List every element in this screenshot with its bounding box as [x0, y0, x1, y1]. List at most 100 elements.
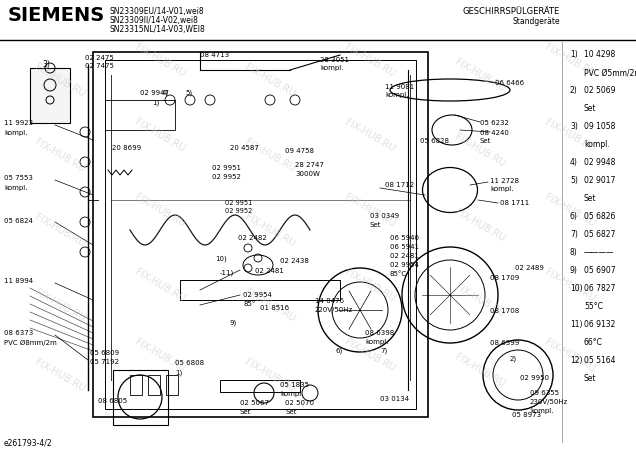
Text: 28 2747: 28 2747 [295, 162, 324, 168]
Bar [105, 100, 175, 130]
Text: 05 6827: 05 6827 [584, 230, 616, 239]
Text: PVC Ø8mm/2m: PVC Ø8mm/2m [4, 340, 57, 346]
Text: 11 9923: 11 9923 [4, 120, 33, 126]
Bar [30, 68, 70, 123]
Text: kompl.: kompl. [584, 140, 610, 149]
Text: 12): 12) [570, 356, 583, 365]
Text: 7): 7) [380, 348, 387, 355]
Text: 5): 5) [570, 176, 578, 185]
Text: 14 0476: 14 0476 [315, 298, 344, 304]
Text: 02 9954: 02 9954 [390, 262, 419, 268]
Text: 11 8994: 11 8994 [4, 278, 33, 284]
Text: 09 4758: 09 4758 [285, 148, 314, 154]
Text: FIX-HUB.RU: FIX-HUB.RU [453, 57, 507, 94]
Text: FIX-HUB.RU: FIX-HUB.RU [343, 117, 397, 153]
Text: 02 9017: 02 9017 [584, 176, 616, 185]
Text: 05 5164: 05 5164 [584, 356, 616, 365]
Text: 08 6398: 08 6398 [365, 330, 394, 336]
Bar [93, 52, 428, 417]
Text: FIX-HUB.RU: FIX-HUB.RU [343, 192, 397, 229]
Text: 6): 6) [570, 212, 578, 221]
Text: 08 6805: 08 6805 [98, 398, 127, 404]
Text: FIX-HUB.RU: FIX-HUB.RU [543, 192, 597, 229]
Text: FIX-HUB.RU: FIX-HUB.RU [453, 351, 507, 388]
Text: SN23315NL/14-V03,WEI8: SN23315NL/14-V03,WEI8 [110, 25, 206, 34]
Text: 06 7827: 06 7827 [584, 284, 616, 293]
Text: FIX-HUB.RU: FIX-HUB.RU [453, 282, 507, 319]
Text: 2): 2) [510, 356, 517, 363]
Text: FIX-HUB.RU: FIX-HUB.RU [343, 41, 397, 78]
Text: 06 5941: 06 5941 [390, 244, 419, 250]
Text: kompl.: kompl. [385, 92, 408, 98]
Text: FIX-HUB.RU: FIX-HUB.RU [243, 137, 297, 173]
Text: e261793-4/2: e261793-4/2 [4, 438, 53, 447]
Text: FIX-HUB.RU: FIX-HUB.RU [453, 131, 507, 168]
Text: FIX-HUB.RU: FIX-HUB.RU [243, 287, 297, 324]
Text: FIX-HUB.RU: FIX-HUB.RU [243, 62, 297, 99]
Text: 08 6373: 08 6373 [4, 330, 33, 336]
Text: 02 5070: 02 5070 [285, 400, 314, 406]
Text: kompl.: kompl. [490, 186, 513, 192]
Text: 05 6828: 05 6828 [420, 138, 449, 144]
Text: Set: Set [480, 138, 492, 144]
Text: FIX-HUB.RU: FIX-HUB.RU [543, 337, 597, 374]
Text: 05 6907: 05 6907 [584, 266, 616, 275]
Text: 08 1708: 08 1708 [490, 308, 519, 314]
Text: FIX-HUB.RU: FIX-HUB.RU [543, 41, 597, 78]
Text: FIX-HUB.RU: FIX-HUB.RU [543, 117, 597, 153]
Text: Standgeräte: Standgeräte [513, 17, 560, 26]
Bar [130, 375, 142, 395]
Text: 05 6232: 05 6232 [480, 120, 509, 126]
Text: 02 9951: 02 9951 [212, 165, 241, 171]
Text: FIX-HUB.RU: FIX-HUB.RU [243, 356, 297, 393]
Text: 02 2481: 02 2481 [255, 268, 284, 274]
Text: 66°C: 66°C [584, 338, 603, 347]
Text: FIX-HUB.RU: FIX-HUB.RU [33, 287, 87, 324]
Bar [113, 370, 168, 425]
Text: 05 6826: 05 6826 [584, 212, 616, 221]
Text: 06 9132: 06 9132 [584, 320, 616, 329]
Text: 230V/50Hz: 230V/50Hz [530, 399, 568, 405]
Text: FIX-HUB.RU: FIX-HUB.RU [133, 337, 187, 374]
Text: 02 9954: 02 9954 [243, 292, 272, 298]
Text: 3): 3) [570, 122, 578, 131]
Text: kompl.: kompl. [320, 65, 343, 71]
Text: FIX-HUB.RU: FIX-HUB.RU [343, 337, 397, 374]
Text: 09 6355: 09 6355 [530, 390, 559, 396]
Text: 02 7475: 02 7475 [85, 63, 114, 69]
Text: 28 3051: 28 3051 [320, 57, 349, 63]
Text: FIX-HUB.RU: FIX-HUB.RU [33, 62, 87, 99]
Text: FIX-HUB.RU: FIX-HUB.RU [133, 117, 187, 153]
Text: 01 8516: 01 8516 [260, 305, 289, 311]
Text: 6): 6) [335, 348, 342, 355]
Text: -11): -11) [220, 270, 234, 276]
Text: 1): 1) [175, 369, 183, 375]
Text: 02 9952: 02 9952 [212, 174, 241, 180]
Text: FIX-HUB.RU: FIX-HUB.RU [543, 266, 597, 303]
Text: 05 6809: 05 6809 [90, 350, 119, 356]
Bar [105, 60, 416, 409]
Text: kompl.: kompl. [280, 391, 303, 397]
Text: 1): 1) [570, 50, 577, 59]
Text: 03 0349: 03 0349 [370, 213, 399, 219]
Text: 4): 4) [162, 90, 169, 96]
Text: 08 1711: 08 1711 [500, 200, 529, 206]
Text: SN23309II/14-V02,wei8: SN23309II/14-V02,wei8 [110, 16, 199, 25]
Text: 02 2489: 02 2489 [515, 265, 544, 271]
Text: 9): 9) [230, 320, 237, 327]
Text: 02 9950: 02 9950 [520, 375, 549, 381]
Text: 02 9952: 02 9952 [225, 208, 252, 214]
Text: 10): 10) [215, 255, 227, 261]
Text: 3): 3) [42, 60, 50, 69]
Text: FIX-HUB.RU: FIX-HUB.RU [343, 266, 397, 303]
Text: FIX-HUB.RU: FIX-HUB.RU [33, 212, 87, 248]
Text: 8): 8) [570, 248, 577, 257]
Text: 08 4240: 08 4240 [480, 130, 509, 136]
Text: 02 9948: 02 9948 [584, 158, 616, 167]
Text: kompl.: kompl. [365, 339, 389, 345]
Text: 06 6466: 06 6466 [495, 80, 524, 86]
Text: 11): 11) [570, 320, 583, 329]
Text: ————: ———— [584, 248, 614, 257]
Text: 4): 4) [570, 158, 578, 167]
Text: PVC Ø5mm/2m: PVC Ø5mm/2m [584, 68, 636, 77]
